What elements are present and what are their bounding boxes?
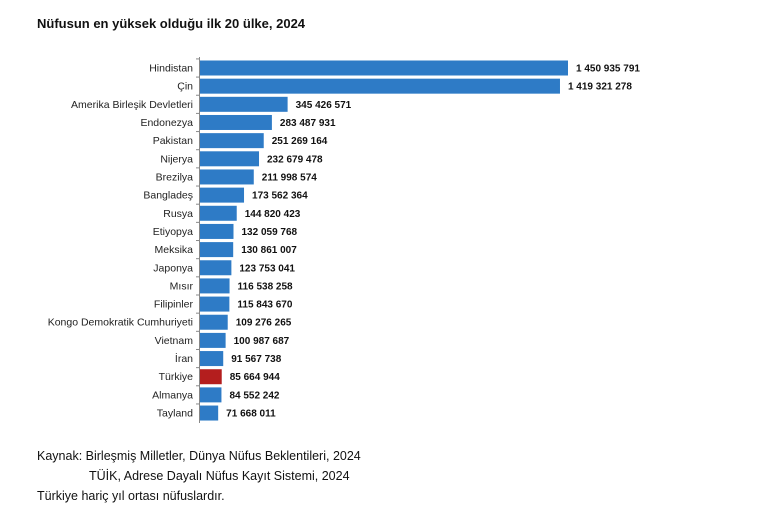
bar	[200, 314, 228, 330]
value-label: 1 450 935 791	[576, 64, 640, 75]
category-label: Çin	[177, 81, 193, 93]
source-line-1: Kaynak: Birleşmiş Milletler, Dünya Nüfus…	[37, 449, 361, 463]
value-label: 109 276 265	[236, 318, 292, 329]
category-label: Filipinler	[154, 299, 194, 311]
bar-chart: Hindistan 1 450 935 791 Çin 1 419 321 278 Am…	[48, 57, 640, 424]
category-label: İran	[175, 352, 193, 365]
category-label: Japonya	[153, 262, 193, 274]
value-label: 251 269 164	[272, 136, 328, 147]
category-label: Amerika Birleşik Devletleri	[71, 99, 193, 111]
bar	[200, 278, 230, 294]
value-label: 85 664 944	[230, 372, 280, 383]
bar	[200, 405, 219, 421]
bar	[200, 332, 226, 348]
bar	[200, 223, 234, 239]
value-label: 116 538 258	[238, 281, 293, 292]
source-line-2: TÜİK, Adrese Dayalı Nüfus Kayıt Sistemi,…	[89, 469, 350, 483]
value-label: 144 820 423	[245, 209, 301, 220]
value-label: 283 487 931	[280, 118, 336, 129]
bar	[200, 169, 254, 185]
category-label: Etiyopya	[153, 226, 193, 238]
category-label: Bangladeş	[143, 190, 193, 202]
category-label: Pakistan	[153, 135, 193, 147]
value-label: 123 753 041	[239, 263, 295, 274]
bar	[200, 205, 237, 221]
category-label: Hindistan	[149, 63, 193, 75]
bar	[200, 114, 272, 130]
value-label: 130 861 007	[241, 245, 297, 256]
bar	[200, 60, 568, 76]
value-label: 71 668 011	[226, 409, 276, 420]
bar	[200, 133, 264, 149]
category-label: Meksika	[154, 244, 193, 256]
category-label: Tayland	[157, 408, 193, 420]
category-label: Rusya	[163, 208, 193, 220]
value-label: 1 419 321 278	[568, 82, 632, 93]
bar	[200, 242, 234, 258]
bar	[200, 151, 260, 167]
value-label: 132 059 768	[241, 227, 297, 238]
bar	[200, 187, 245, 203]
bar	[200, 387, 222, 403]
value-label: 345 426 571	[296, 100, 352, 111]
footer-note: Türkiye hariç yıl ortası nüfuslardır.	[37, 489, 225, 503]
category-label: Türkiye	[159, 371, 194, 383]
category-label: Nijerya	[160, 153, 193, 165]
category-label: Endonezya	[140, 117, 193, 129]
bar	[200, 96, 288, 112]
chart-title: Nüfusun en yüksek olduğu ilk 20 ülke, 20…	[37, 16, 306, 31]
category-label: Mısır	[170, 280, 194, 292]
value-label: 115 843 670	[237, 300, 292, 311]
value-label: 84 552 242	[229, 390, 279, 401]
value-label: 100 987 687	[234, 336, 290, 347]
bar	[200, 260, 232, 276]
value-label: 173 562 364	[252, 191, 308, 202]
value-label: 91 567 738	[231, 354, 281, 365]
bar	[200, 351, 224, 367]
bar	[200, 296, 230, 312]
category-label: Vietnam	[155, 335, 194, 347]
value-label: 232 679 478	[267, 154, 323, 165]
category-label: Brezilya	[156, 171, 194, 183]
value-label: 211 998 574	[262, 172, 317, 183]
bar	[200, 369, 222, 385]
category-label: Almanya	[152, 389, 193, 401]
category-label: Kongo Demokratik Cumhuriyeti	[48, 317, 193, 329]
bar	[200, 78, 560, 94]
